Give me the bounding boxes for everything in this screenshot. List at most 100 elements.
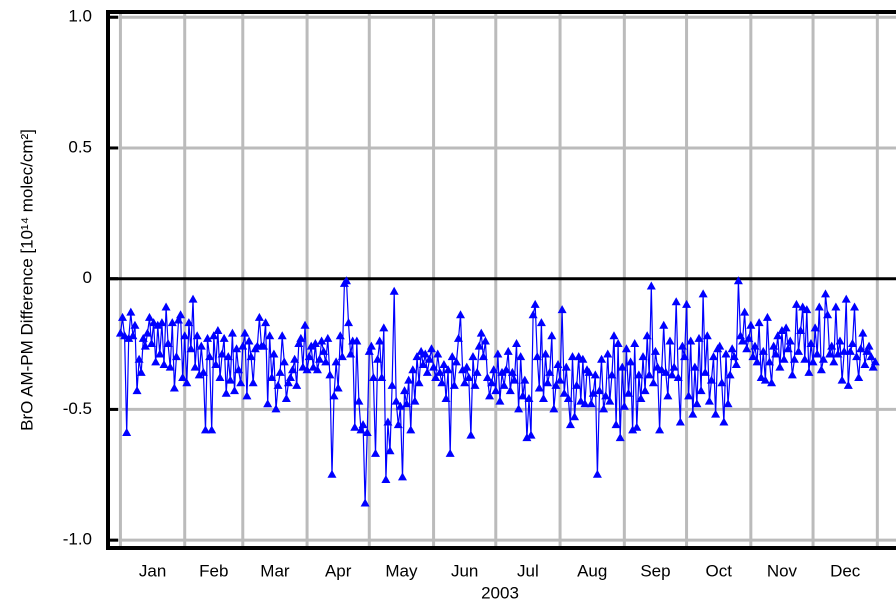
data-point [623,388,633,397]
data-point [397,472,407,481]
data-point [132,386,142,395]
data-point [615,433,625,442]
data-point [134,354,144,363]
data-point [366,341,376,350]
data-point [495,396,505,405]
data-point [259,341,269,350]
data-point [200,425,210,434]
data-point [352,336,362,345]
data-point [845,346,855,355]
data-point [758,346,768,355]
data-point [190,362,200,371]
data-point [843,380,853,389]
data-point [153,320,163,329]
data-point [174,315,184,324]
data-point [711,409,721,418]
data-point [520,375,530,384]
data-point [184,318,194,327]
data-point [760,375,770,384]
data-point [536,318,546,327]
data-point [157,318,167,327]
data-point [402,399,412,408]
x-tick-label: Aug [577,561,607,580]
x-tick-label: Feb [199,561,228,580]
data-point [825,349,835,358]
data-point [478,352,488,361]
x-tick-label: Mar [260,561,290,580]
data-point [194,370,204,379]
data-point [634,370,644,379]
data-point [124,333,134,342]
data-point [775,362,785,371]
data-point [393,420,403,429]
data-point [491,386,501,395]
data-point [371,448,381,457]
data-point [748,352,758,361]
data-point [740,307,750,316]
data-point [609,331,619,340]
data-point [381,475,391,484]
data-point [518,391,528,400]
data-point [640,386,650,395]
data-point [277,331,287,340]
data-point [414,378,424,387]
data-point [754,318,764,327]
data-point [281,393,291,402]
data-point [389,286,399,295]
data-point [671,297,681,306]
data-point [375,336,385,345]
y-tick-label: 0 [83,268,92,287]
data-point [406,425,416,434]
data-point [628,425,638,434]
data-point [862,346,872,355]
data-point [350,422,360,431]
data-point [570,412,580,421]
series [115,276,880,507]
data-point [696,386,706,395]
data-point [236,378,246,387]
data-point [501,365,511,374]
data-point [480,336,490,345]
data-point [229,386,239,395]
data-point [391,396,401,405]
data-point [831,302,841,311]
data-point [617,362,627,371]
data-point [746,320,756,329]
data-point [242,391,252,400]
data-point [553,359,563,368]
data-point [586,399,596,408]
x-tick-label: Apr [325,561,352,580]
data-point [762,312,772,321]
data-point [682,299,692,308]
data-point [526,430,536,439]
data-point [474,341,484,350]
data-point [773,331,783,340]
data-point [512,339,522,348]
data-point [655,425,665,434]
data-point [499,380,509,389]
data-point [273,380,283,389]
data-point [835,336,845,345]
data-point [449,380,459,389]
data-point [275,367,285,376]
data-point [300,320,310,329]
data-point [619,401,629,410]
x-tick-label: Nov [767,561,798,580]
y-axis-label: BrO AM-PM Difference [10¹⁴ molec/cm²] [17,129,36,431]
data-point [221,388,231,397]
data-point [673,373,683,382]
data-point [290,354,300,363]
data-point [225,375,235,384]
data-point [580,399,590,408]
data-point [346,349,356,358]
data-point [178,373,188,382]
data-point [356,425,366,434]
data-point [285,373,295,382]
data-point [412,352,422,361]
data-point [140,341,150,350]
data-point [725,370,735,379]
data-point [182,378,192,387]
data-point [744,333,754,342]
data-point [561,362,571,371]
